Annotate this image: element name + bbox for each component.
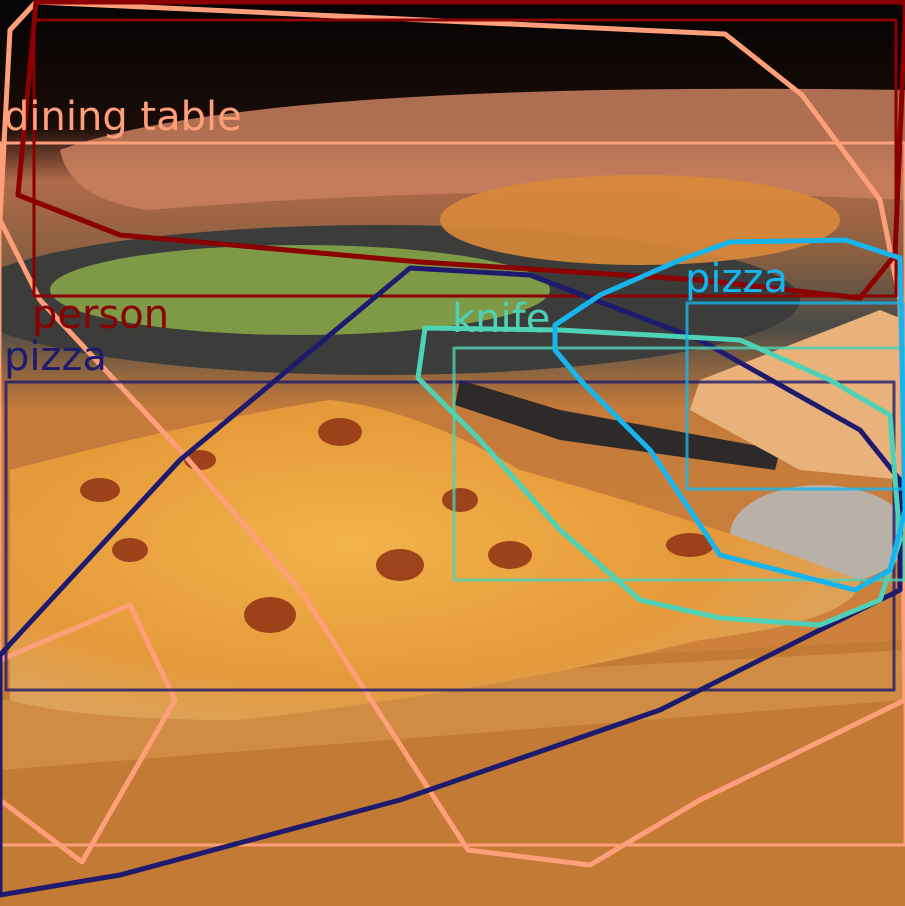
person-polygon: [15, 0, 905, 301]
label-pizza-right: pizza: [685, 256, 788, 302]
label-dining-table: dining table: [4, 94, 242, 140]
pizza-toppings: [80, 418, 714, 633]
pizza-right-polygon: [552, 237, 905, 593]
knife-handle: [455, 380, 780, 470]
dining-table-polygon-2: [0, 602, 178, 865]
label-knife: knife: [452, 296, 550, 342]
dining-table-box: [0, 141, 905, 847]
pizza-right-box: [685, 301, 905, 491]
dining-table-polygon: [0, 0, 905, 868]
pizza-polygon: [0, 265, 903, 898]
person-box: [32, 18, 898, 298]
pizza-box: [4, 380, 896, 692]
background-pizza: [440, 175, 840, 265]
label-person: person: [32, 292, 169, 338]
label-pizza: pizza: [4, 334, 107, 380]
board-edge: [0, 650, 905, 770]
main-pizza: [10, 400, 860, 720]
